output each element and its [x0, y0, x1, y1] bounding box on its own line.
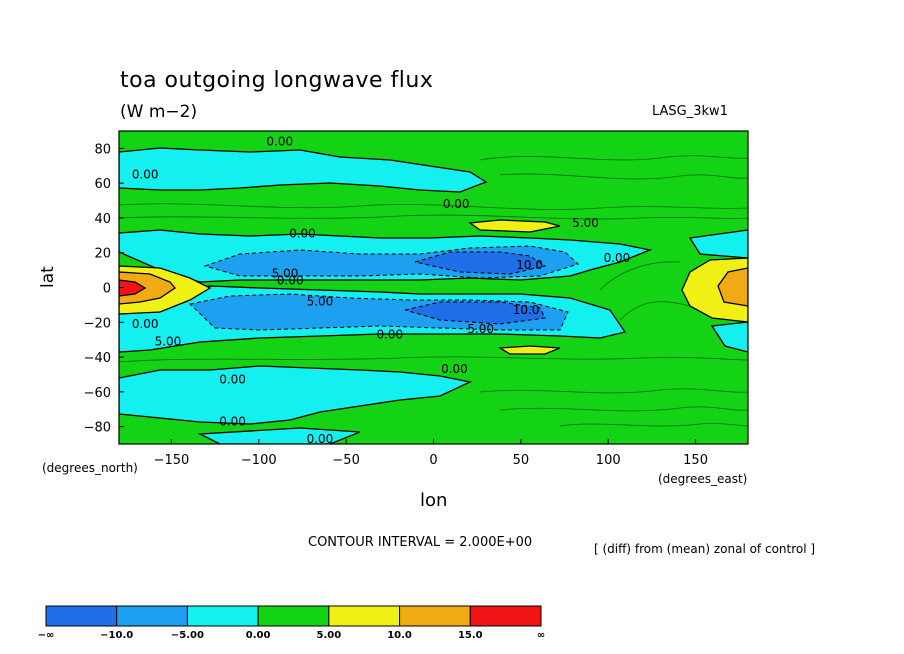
- contour-label: 0.00: [441, 362, 468, 376]
- colorbar-label: −10.0: [100, 630, 133, 641]
- contour-label: 5.00: [155, 334, 182, 348]
- colorbar-swatch: [257, 605, 330, 627]
- dataset-tag: LASG_3kw1: [652, 104, 728, 119]
- contour-labels: 0.000.000.005.000.0010.00.005.000.005.00…: [132, 134, 631, 446]
- colorbar-swatch: [328, 605, 401, 627]
- fill-orange-east: [717, 267, 748, 307]
- y-tick-label: 0: [103, 282, 111, 297]
- contour-label: 0.00: [289, 227, 316, 241]
- fill-cyan-east: [688, 229, 748, 259]
- colorbar-swatch: [116, 605, 188, 627]
- contour-label: 5.00: [307, 294, 334, 308]
- contour-label: 0.00: [376, 327, 403, 341]
- plot-description: [ (diff) from (mean) zonal of control ]: [594, 542, 816, 556]
- colorbar-label: 5.00: [317, 630, 342, 641]
- x-axis-unit: (degrees_east): [658, 472, 748, 486]
- fill-orange-west: [119, 271, 176, 305]
- contour-label: 10.0: [516, 258, 543, 272]
- x-tick-label: 150: [683, 453, 708, 468]
- contour-label: 0.00: [132, 317, 159, 331]
- y-axis-unit: (degrees_north): [42, 461, 138, 475]
- fill-yellow-north: [468, 219, 561, 233]
- contour-label: 5.00: [572, 216, 599, 230]
- contour-fill-layer: [119, 131, 748, 444]
- colorbar-label: 0.00: [246, 630, 271, 641]
- colorbar-label: −∞: [38, 630, 55, 641]
- contour-label: 0.00: [604, 251, 631, 265]
- y-tick-label: 20: [94, 247, 111, 262]
- y-tick-label: 40: [94, 212, 111, 227]
- fill-cyan-east-south: [710, 321, 748, 353]
- colorbar-label: ∞: [537, 630, 545, 641]
- colorbar-label: 10.0: [387, 630, 412, 641]
- contour-label: 0.00: [307, 432, 334, 446]
- colorbar-label: −5.00: [171, 630, 204, 641]
- x-tick-label: 0: [429, 453, 437, 468]
- colorbar: −∞ −10.0 −5.00 0.00 5.00 10.0 15.0 ∞: [38, 605, 545, 641]
- x-tick-label: 50: [513, 453, 530, 468]
- y-tick-label: 80: [94, 142, 111, 157]
- fill-cyan-north: [119, 147, 488, 193]
- contour-interval: CONTOUR INTERVAL = 2.000E+00: [308, 535, 533, 550]
- x-tick-label: −100: [241, 453, 277, 468]
- fill-cyan-south-pole: [197, 427, 361, 444]
- x-tick-label: −150: [154, 453, 190, 468]
- colorbar-swatch: [399, 605, 471, 627]
- contour-label: 0.00: [266, 134, 293, 148]
- colorbar-label: 15.0: [458, 630, 483, 641]
- contour-label: 0.00: [443, 197, 470, 211]
- contour-label: 5.00: [467, 322, 494, 336]
- fill-yellow-south: [497, 345, 561, 355]
- x-tick-label: −50: [332, 453, 359, 468]
- contour-label: 0.00: [277, 274, 304, 288]
- y-tick-label: −60: [84, 386, 111, 401]
- minor-contours: [119, 155, 748, 427]
- fill-red-west: [119, 279, 147, 297]
- fill-cyan-south: [119, 365, 473, 425]
- axis-ticks: −150 −100 −50 0 50 100 150 80 60 40 20 0 −20 −40 −60 −8…: [84, 142, 708, 468]
- colorbar-swatch: [469, 605, 542, 627]
- y-tick-label: −20: [84, 316, 111, 331]
- contour-label: 0.00: [132, 167, 159, 181]
- fill-deepblue-north: [414, 251, 547, 275]
- x-axis-label: lon: [420, 490, 448, 511]
- contour-label: 0.00: [219, 373, 246, 387]
- y-tick-label: −80: [84, 421, 111, 436]
- y-tick-label: −40: [84, 351, 111, 366]
- fill-deepblue-south: [404, 301, 546, 325]
- contour-label: 10.0: [513, 303, 540, 317]
- colorbar-swatch: [186, 605, 259, 627]
- contour-label: 0.00: [219, 414, 246, 428]
- y-tick-label: 60: [94, 177, 111, 192]
- colorbar-swatch: [45, 605, 118, 627]
- contour-label: 5.00: [272, 267, 299, 281]
- chart-units: (W m−2): [120, 102, 198, 122]
- chart-title: toa outgoing longwave flux: [120, 68, 434, 93]
- x-tick-label: 100: [596, 453, 621, 468]
